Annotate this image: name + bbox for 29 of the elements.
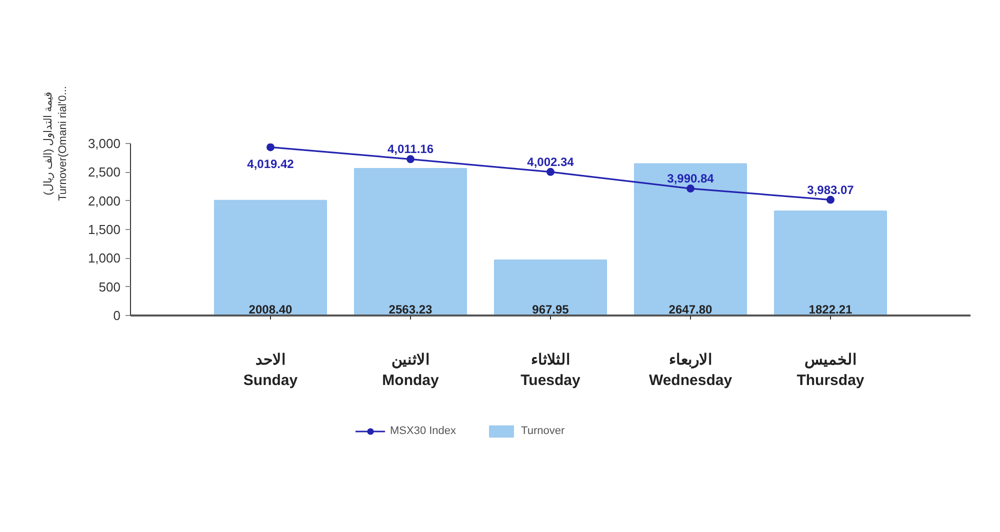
data-label: 967.95 <box>532 302 570 316</box>
y-tick-label: 0 <box>113 308 121 323</box>
legend-label: MSX30 Index <box>390 425 456 437</box>
data-label: 2563.23 <box>388 302 433 316</box>
y-tick-label: 3,000 <box>88 136 121 151</box>
data-label: 2008.40 <box>248 302 293 316</box>
point <box>826 196 834 204</box>
bar <box>354 168 467 316</box>
point <box>406 155 414 164</box>
y-tick-label: 2,500 <box>88 164 121 180</box>
point <box>686 184 694 193</box>
point <box>266 144 274 152</box>
data-label: 1822.21 <box>808 302 853 316</box>
point <box>546 168 554 176</box>
bar <box>634 163 747 316</box>
data-label: 4,011.16 <box>387 142 434 156</box>
y-tick-label: 1,000 <box>88 250 121 266</box>
data-label: 2647.80 <box>668 302 713 316</box>
y-tick-label: 1,500 <box>88 222 121 237</box>
y-tick-label: 500 <box>98 279 121 294</box>
bar <box>494 260 607 316</box>
bar <box>214 200 327 316</box>
y-tick-label: 2,000 <box>88 193 121 208</box>
bar <box>774 210 887 316</box>
legend-label: Turnover <box>521 425 565 437</box>
data-label: 4,019.42 <box>247 157 294 172</box>
data-label: 3,983.07 <box>807 182 854 197</box>
data-label: 3,990.84 <box>667 172 714 186</box>
data-label: 4,002.34 <box>527 154 574 169</box>
